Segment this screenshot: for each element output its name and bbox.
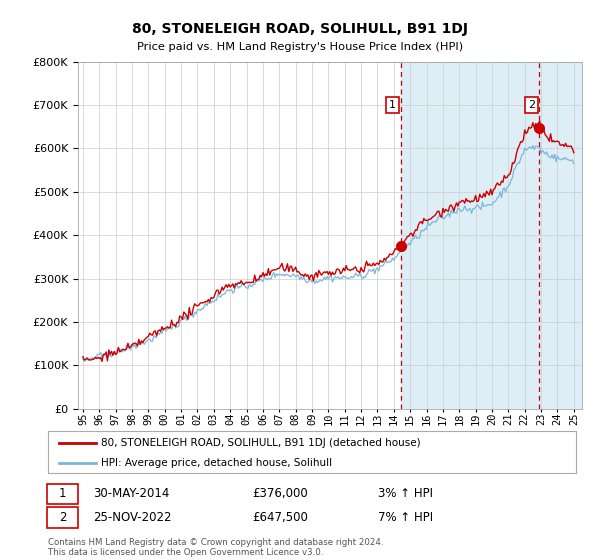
Text: 2: 2 [59,511,66,524]
Text: 2: 2 [528,100,535,110]
Text: HPI: Average price, detached house, Solihull: HPI: Average price, detached house, Soli… [101,458,332,468]
Text: 25-NOV-2022: 25-NOV-2022 [93,511,172,524]
Text: 80, STONELEIGH ROAD, SOLIHULL, B91 1DJ (detached house): 80, STONELEIGH ROAD, SOLIHULL, B91 1DJ (… [101,438,421,448]
Text: 7% ↑ HPI: 7% ↑ HPI [378,511,433,524]
Text: Contains HM Land Registry data © Crown copyright and database right 2024.
This d: Contains HM Land Registry data © Crown c… [48,538,383,557]
Text: 3% ↑ HPI: 3% ↑ HPI [378,487,433,501]
Text: 1: 1 [389,100,396,110]
Text: 1: 1 [59,487,66,501]
Bar [401,62,582,409]
Text: £647,500: £647,500 [252,511,308,524]
Text: £376,000: £376,000 [252,487,308,501]
Text: Price paid vs. HM Land Registry's House Price Index (HPI): Price paid vs. HM Land Registry's House … [137,42,463,52]
Text: 80, STONELEIGH ROAD, SOLIHULL, B91 1DJ: 80, STONELEIGH ROAD, SOLIHULL, B91 1DJ [132,22,468,36]
Text: 30-MAY-2014: 30-MAY-2014 [93,487,169,501]
